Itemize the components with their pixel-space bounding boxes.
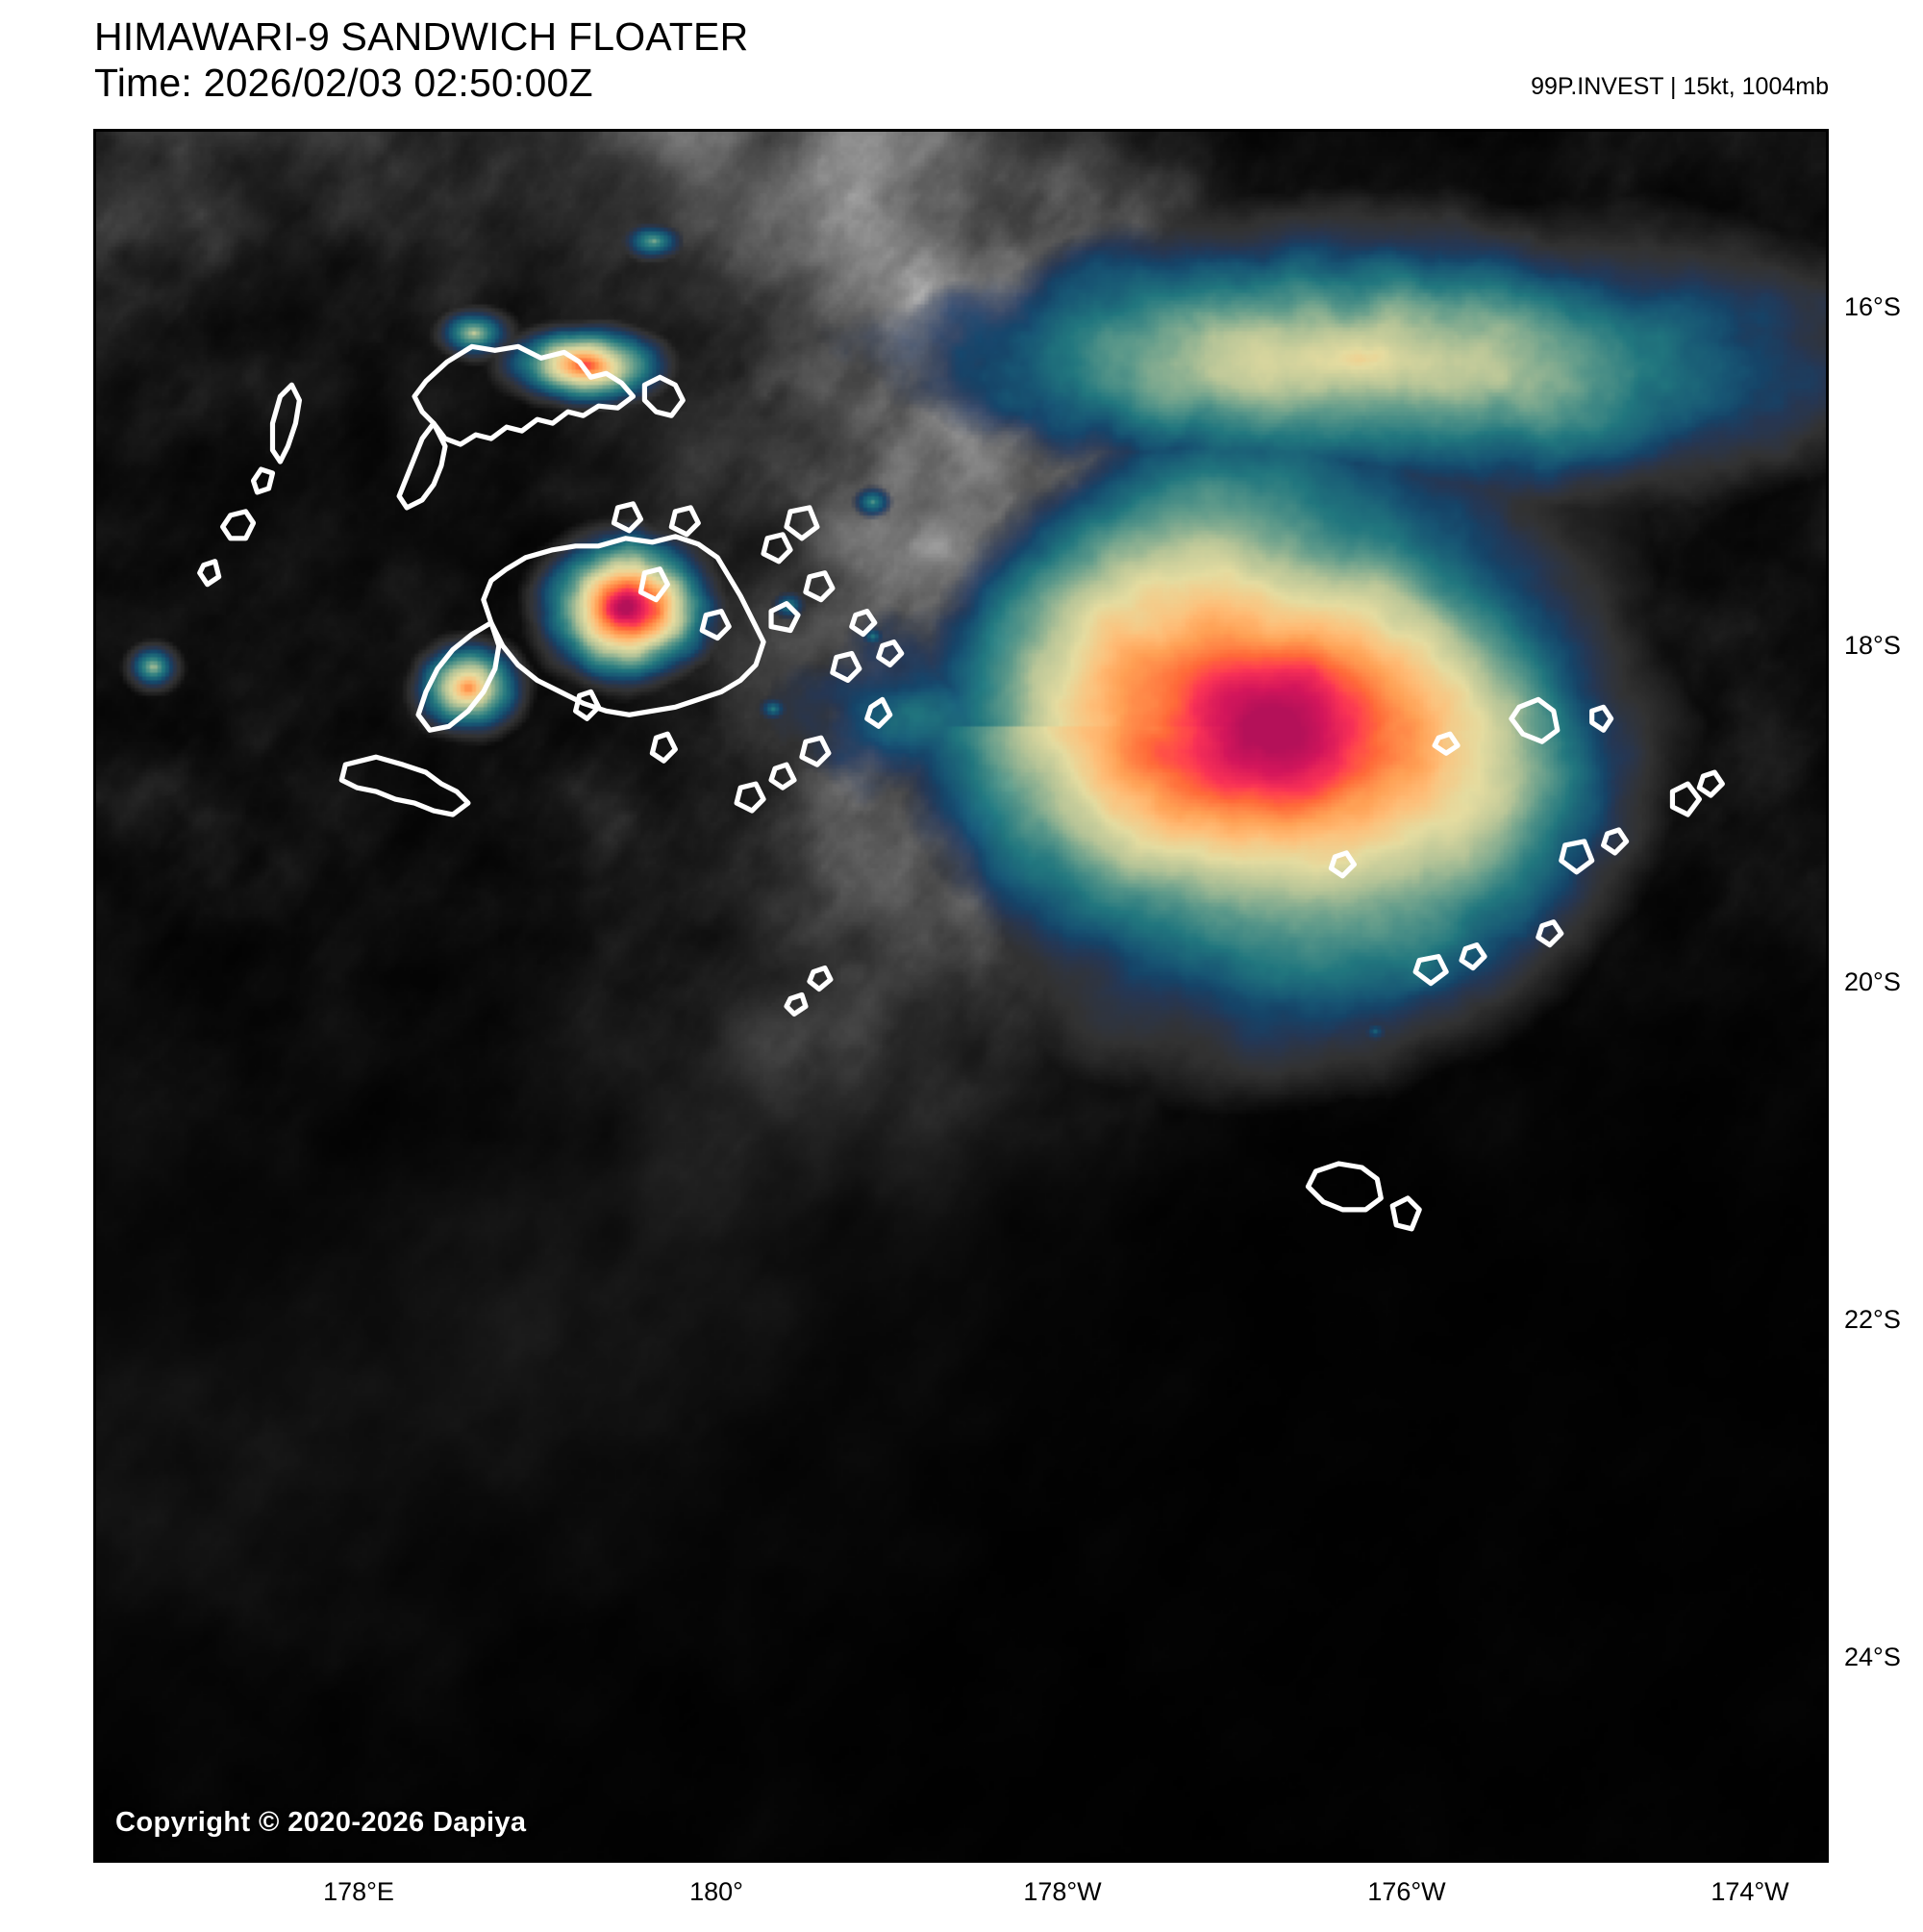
coastline-lau-f	[864, 696, 893, 729]
coastline-tonga-h	[1459, 942, 1487, 971]
coastline-kadavu	[338, 754, 471, 817]
lat-label-right-16s: 16°S	[1844, 292, 1901, 321]
coastline-tonga-i	[1536, 919, 1564, 948]
lon-label-180: 180°	[689, 1877, 743, 1906]
coastline-yasawa-islet	[197, 559, 222, 588]
storm-info-label: 99P.INVEST | 15kt, 1004mb	[1531, 73, 1829, 100]
coastline-tonga-a	[1509, 696, 1561, 744]
coastline-lau-a	[761, 532, 793, 565]
coastline-tonga-f	[1328, 850, 1357, 879]
coastline-tonga-l	[784, 991, 809, 1017]
coastline-koro	[668, 505, 701, 538]
lon-label-178e: 178°E	[323, 1877, 394, 1906]
satellite-imagery-canvas	[96, 132, 1826, 1860]
coastline-tonga-j	[1669, 781, 1702, 817]
coastline-lau-e	[830, 650, 862, 684]
coastline-viti-levu	[481, 534, 766, 717]
lat-label-right-18s: 18°S	[1844, 631, 1901, 660]
copyright-label: Copyright © 2020-2026 Dapiya	[115, 1807, 527, 1838]
coastline-yasawa-north	[269, 382, 303, 464]
coastline-lau-h	[768, 762, 797, 790]
coastline-tonga-d	[1559, 839, 1595, 875]
coastline-yasawa-mid	[250, 466, 276, 495]
coastline-tongatapu	[1305, 1161, 1384, 1213]
coastline-gau	[637, 566, 670, 603]
timestamp-label: Time: 2026/02/03 02:50:00Z	[94, 61, 593, 106]
coastline-tonga-m	[807, 965, 834, 992]
coastline-eua	[1389, 1195, 1422, 1232]
coastline-vanua-levu	[412, 343, 637, 447]
coastline-lau-j	[849, 609, 878, 638]
coastline-yasawa-south	[220, 509, 257, 541]
coastline-tonga-b	[1589, 704, 1614, 733]
header-block: HIMAWARI-9 SANDWICH FLOATER Time: 2026/0…	[0, 0, 1923, 129]
satellite-image-panel[interactable]: Copyright © 2020-2026 Dapiya	[93, 129, 1829, 1863]
coastline-islet-a	[699, 609, 732, 641]
coastline-vanua-levu-spur	[396, 420, 448, 511]
coastline-lau-k	[876, 639, 905, 668]
coastline-lau-d	[803, 570, 836, 603]
lat-label-right-24s: 24°S	[1844, 1643, 1901, 1671]
coastline-overlay	[197, 343, 1725, 1232]
coastline-tonga-e	[1601, 827, 1630, 856]
lat-label-right-22s: 22°S	[1844, 1305, 1901, 1334]
coastline-tonga-c	[1432, 731, 1461, 756]
coastline-lau-b	[784, 505, 820, 541]
coastline-ovalau	[611, 501, 644, 534]
lon-label-174w: 174°W	[1711, 1877, 1789, 1906]
coastline-lau-i	[734, 781, 766, 814]
coastline-taveuni	[641, 374, 686, 418]
coastline-viti-levu-peninsula	[415, 619, 502, 733]
title-group: HIMAWARI-9 SANDWICH FLOATER Time: 2026/0…	[94, 13, 748, 107]
coastline-lau-c	[768, 601, 801, 634]
coastline-tonga-k	[1696, 769, 1725, 798]
lat-label-right-20s: 20°S	[1844, 967, 1901, 996]
lon-label-178w: 178°W	[1023, 1877, 1102, 1906]
coastline-islet-c	[649, 731, 678, 764]
coastline-islet-b	[573, 689, 602, 721]
coastline-lau-g	[799, 735, 832, 767]
coastline-tonga-g	[1412, 954, 1449, 987]
page-title: HIMAWARI-9 SANDWICH FLOATER	[94, 14, 749, 59]
lon-label-176w: 176°W	[1367, 1877, 1446, 1906]
